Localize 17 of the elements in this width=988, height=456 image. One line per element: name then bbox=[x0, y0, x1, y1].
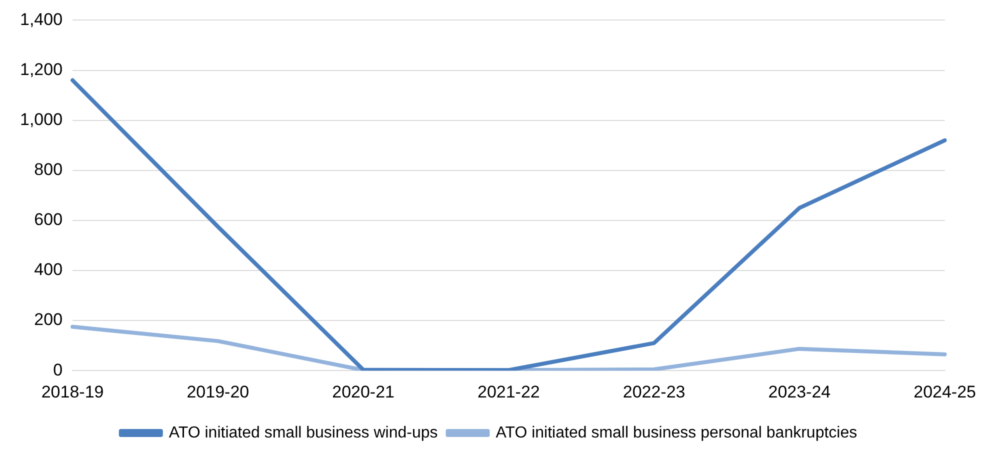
y-tick-label: 1,000 bbox=[20, 110, 63, 129]
x-tick-label: 2020-21 bbox=[332, 382, 394, 402]
x-tick-label: 2022-23 bbox=[622, 382, 686, 402]
y-tick-label: 1,400 bbox=[20, 10, 63, 29]
legend-label: ATO initiated small business personal bankruptcies bbox=[496, 424, 858, 442]
y-tick-label: 800 bbox=[34, 160, 63, 180]
x-tick-label: 2018-19 bbox=[41, 382, 104, 402]
y-tick-label: 1,200 bbox=[20, 60, 63, 79]
x-tick-label: 2024-25 bbox=[914, 382, 976, 402]
y-tick-label: 600 bbox=[34, 210, 63, 230]
x-tick-label: 2019-20 bbox=[186, 382, 250, 402]
legend-label: ATO initiated small business wind-ups bbox=[168, 424, 438, 442]
y-tick-label: 400 bbox=[34, 260, 63, 280]
y-tick-label: 200 bbox=[34, 310, 63, 330]
y-tick-label: 0 bbox=[53, 360, 63, 380]
x-tick-label: 2021-22 bbox=[477, 382, 540, 402]
x-tick-label: 2023-24 bbox=[768, 382, 831, 402]
